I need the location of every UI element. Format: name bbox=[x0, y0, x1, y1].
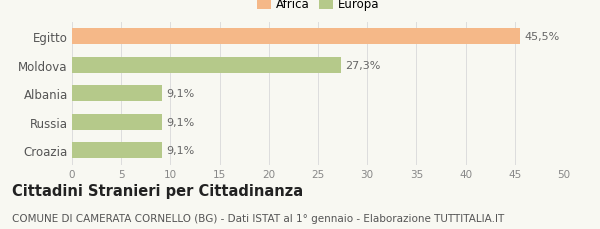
Bar bbox=[72, 86, 161, 102]
Text: 9,1%: 9,1% bbox=[166, 117, 195, 127]
Bar bbox=[72, 29, 520, 45]
Text: 27,3%: 27,3% bbox=[346, 60, 381, 71]
Text: 9,1%: 9,1% bbox=[166, 146, 195, 155]
Legend: Africa, Europa: Africa, Europa bbox=[257, 0, 379, 11]
Bar bbox=[72, 58, 341, 73]
Text: COMUNE DI CAMERATA CORNELLO (BG) - Dati ISTAT al 1° gennaio - Elaborazione TUTTI: COMUNE DI CAMERATA CORNELLO (BG) - Dati … bbox=[12, 213, 504, 223]
Text: 9,1%: 9,1% bbox=[166, 89, 195, 99]
Bar bbox=[72, 143, 161, 158]
Text: 45,5%: 45,5% bbox=[524, 32, 560, 42]
Text: Cittadini Stranieri per Cittadinanza: Cittadini Stranieri per Cittadinanza bbox=[12, 183, 303, 198]
Bar bbox=[72, 114, 161, 130]
